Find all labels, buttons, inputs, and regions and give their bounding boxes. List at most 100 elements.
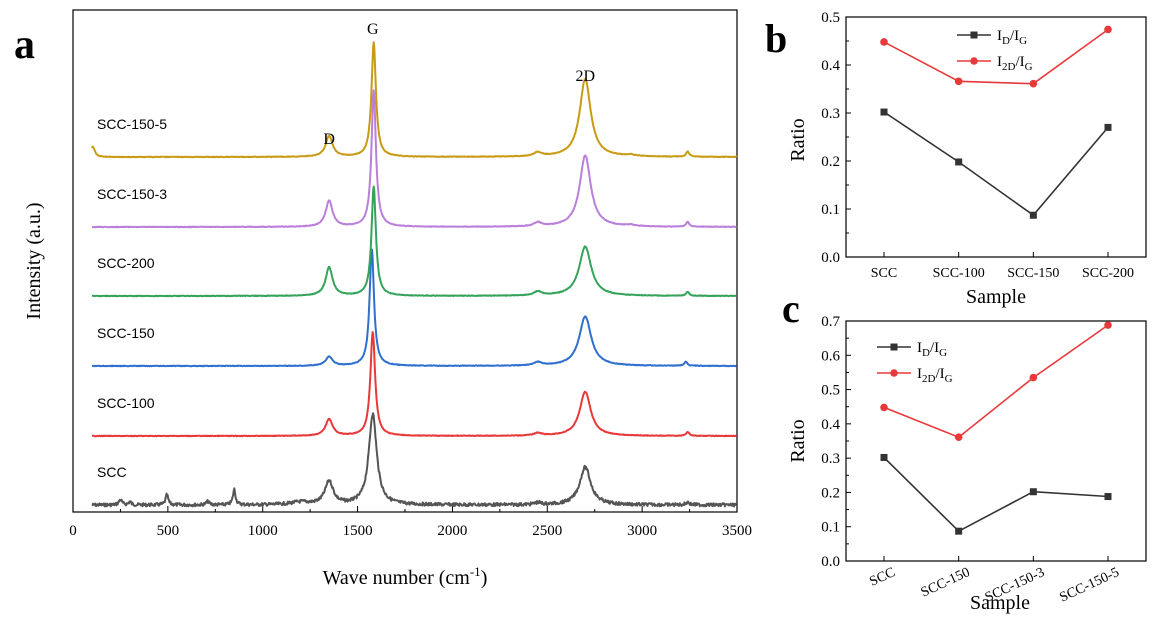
y-axis-title-a: Intensity (a.u.) [23, 202, 45, 319]
series-line-c-0 [883, 456, 1109, 533]
plot-frame-c [845, 320, 1147, 562]
data-point-c-0 [1029, 488, 1037, 496]
data-point-c-1 [954, 433, 963, 442]
category-label-b: SCC-100 [933, 266, 985, 281]
legend-text: I [997, 54, 1002, 70]
y-tick-label-b: 0.2 [821, 154, 840, 170]
y-tick-label-b: 0.4 [821, 58, 840, 74]
spectrum-line-scc-150 [91, 248, 738, 368]
category-label-c: SCC [867, 565, 897, 590]
series-label-scc-150-3: SCC-150-3 [97, 186, 167, 202]
x-axis-title-c: Sample [970, 592, 1030, 614]
legend-marker-b-0 [970, 31, 978, 39]
series-line-b-1 [883, 28, 1109, 85]
data-point-c-0 [1104, 493, 1112, 501]
legend-text: I [917, 366, 922, 382]
series-label-scc: SCC [97, 464, 127, 480]
data-point-b-0 [1104, 123, 1112, 131]
peak-label-2d: 2D [575, 68, 595, 85]
category-label-c: SCC-150 [919, 565, 973, 601]
data-point-b-1 [1104, 25, 1112, 34]
peak-labels-a: D G 2D [323, 21, 595, 148]
series-label-scc-200: SCC-200 [97, 255, 155, 271]
data-point-b-0 [955, 158, 963, 166]
panel-letter-b: b [765, 16, 787, 61]
y-tick-label-b: 0.5 [821, 10, 840, 26]
legend-marker-c-0 [890, 343, 898, 351]
series-line-c-1 [883, 324, 1109, 439]
legend-sub: G [945, 373, 953, 385]
category-label-b: SCC-200 [1082, 266, 1134, 281]
x-axis-title-b: Sample [966, 286, 1026, 308]
spectrum-line-scc-150-5 [91, 41, 738, 159]
data-point-c-0 [880, 453, 888, 461]
legend-label-b-0: ID/IG [997, 28, 1027, 47]
data-point-c-1 [1104, 321, 1112, 329]
category-label-c: SCC-150-5 [1058, 565, 1122, 606]
x-tick-label-a: 3500 [722, 523, 752, 539]
chart-panel-a: 0 500 1000 1500 2000 2500 3000 3500 SCCSCC-100S… [23, 9, 752, 589]
y-tick-label-b: 0.0 [821, 250, 840, 266]
panel-letter-c: c [782, 286, 800, 331]
legend-text: /I [930, 340, 939, 356]
data-point-b-1 [880, 38, 888, 46]
y-tick-label-c: 0.0 [821, 554, 840, 570]
series-label-scc-150-5: SCC-150-5 [97, 116, 167, 132]
panel-letter-a: a [14, 22, 35, 68]
x-tick-label-a: 2000 [437, 523, 467, 539]
legend-marker-c-1 [890, 369, 898, 377]
data-point-b-1 [954, 77, 963, 86]
series-c [880, 321, 1112, 535]
legend-sub: G [939, 347, 947, 359]
legend-sub: G [1019, 35, 1027, 47]
x-tick-label-a: 2500 [532, 523, 562, 539]
series-label-scc-100: SCC-100 [97, 395, 155, 411]
axes-b: 0.0 0.1 0.2 0.3 0.4 0.5 SCC SCC-100 SCC-150 SCC-2… [821, 10, 1134, 281]
series-label-scc-150: SCC-150 [97, 325, 155, 341]
data-point-b-0 [1029, 211, 1037, 219]
x-tick-label-a: 0 [69, 523, 77, 539]
series-labels-a: SCC SCC-100 SCC-150 SCC-200 SCC-150-3 SCC-150… [97, 116, 167, 480]
series-line-b-0 [883, 111, 1109, 217]
legend-sub: D [922, 347, 930, 359]
legend-text: I [917, 340, 922, 356]
legend-marker-b-1 [970, 57, 978, 65]
category-label-b: SCC [871, 266, 897, 281]
y-tick-label-c: 0.6 [821, 348, 840, 364]
peak-label-g: G [367, 21, 379, 38]
data-point-b-1 [1029, 79, 1038, 88]
y-tick-label-b: 0.3 [821, 106, 840, 122]
legend-text: I [997, 28, 1002, 44]
x-axis-a: 0 500 1000 1500 2000 2500 3000 3500 [69, 506, 752, 539]
peak-label-d: D [323, 131, 335, 148]
data-point-c-1 [880, 403, 888, 412]
legend-sub: D [1002, 35, 1010, 47]
y-tick-label-c: 0.7 [821, 314, 840, 330]
x-tick-label-a: 1000 [248, 523, 278, 539]
legend-sub: 2D [1002, 61, 1016, 73]
legend-label-c-1: I2D/IG [917, 366, 953, 385]
data-point-c-0 [955, 527, 963, 535]
spectrum-line-scc [91, 412, 738, 508]
spectrum-line-scc-100 [91, 331, 738, 438]
plot-frame-b [845, 16, 1147, 258]
chart-panel-b: 0.0 0.1 0.2 0.3 0.4 0.5 SCC SCC-100 SCC-150 SCC-2… [787, 10, 1147, 308]
y-axis-title-b: Ratio [787, 118, 809, 161]
spectrum-line-scc-150-3 [91, 89, 738, 229]
x-tick-label-a: 1500 [343, 523, 373, 539]
y-tick-label-c: 0.5 [821, 383, 840, 399]
series-b [880, 25, 1112, 219]
data-point-b-0 [880, 108, 888, 116]
legend-text: /I [935, 366, 944, 382]
x-axis-title-a: Wave number (cm-1) [323, 564, 488, 589]
legend-text: /I [1010, 28, 1019, 44]
legend-label-c-0: ID/IG [917, 340, 947, 359]
y-tick-label-c: 0.2 [821, 485, 840, 501]
data-point-c-1 [1029, 373, 1038, 382]
legend-text: /I [1015, 54, 1024, 70]
y-tick-label-c: 0.3 [821, 451, 840, 467]
y-tick-label-c: 0.4 [821, 417, 840, 433]
